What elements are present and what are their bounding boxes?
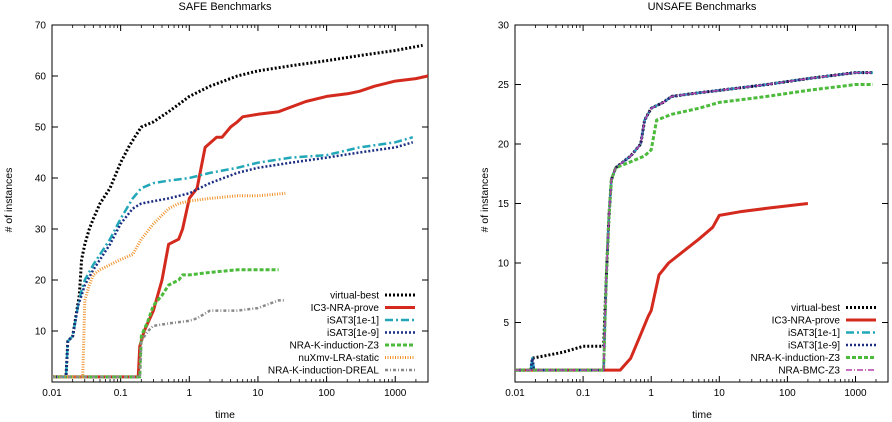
legend-label: virtual-best — [791, 303, 840, 314]
y-tick-label: 20 — [498, 140, 510, 151]
series-line-nuxmv-lra-static — [52, 191, 286, 379]
y-tick-label: 5 — [503, 318, 509, 329]
y-tick-label: 10 — [498, 259, 510, 270]
legend-label: NRA-K-induction-Z3 — [751, 353, 841, 364]
legend-label: nuXmv-LRA-static — [298, 353, 379, 364]
safe-benchmarks-chart: SAFE Benchmarks # of instances time 0.01… — [3, 1, 429, 421]
x-tick-label: 0.01 — [42, 388, 62, 399]
x-tick-label: 0.1 — [114, 388, 128, 399]
legend-label: NRA-K-induction-Z3 — [290, 341, 380, 352]
x-axis-label: time — [692, 409, 712, 421]
series-lines — [52, 43, 428, 379]
x-tick-label: 10 — [252, 388, 264, 399]
legend-label: iSAT3[1e-1] — [788, 328, 840, 339]
y-axis: 5 10 15 20 25 30 — [498, 21, 888, 329]
x-axis: 0.01 0.1 1 10 100 1000 — [42, 25, 429, 399]
y-axis-label: # of instances — [479, 168, 491, 233]
series-line-isat3-1e-1- — [515, 71, 873, 372]
legend-label: IC3-NRA-prove — [311, 303, 380, 314]
legend-label: IC3-NRA-prove — [772, 316, 841, 327]
x-tick-label: 100 — [318, 388, 335, 399]
y-axis: 10 20 30 40 50 60 70 — [35, 21, 428, 338]
series-line-nra-k-induction-dreal — [52, 299, 286, 379]
legend-label: iSAT3[1e-1] — [327, 316, 379, 327]
x-tick-label: 100 — [779, 388, 796, 399]
legend-label: NRA-K-induction-DREAL — [268, 366, 380, 377]
series-line-nra-bmc-z3 — [515, 71, 873, 371]
series-line-ic3-nra-prove — [52, 74, 428, 379]
legend-label: NRA-BMC-Z3 — [778, 366, 840, 377]
x-axis: 0.01 0.1 1 10 100 1000 — [505, 25, 889, 399]
y-tick-label: 50 — [35, 123, 47, 134]
y-tick-label: 10 — [35, 327, 47, 338]
chart-title: SAFE Benchmarks — [179, 1, 272, 13]
y-tick-label: 30 — [35, 225, 47, 236]
y-tick-label: 70 — [35, 21, 47, 32]
series-line-virtual-best — [515, 71, 873, 372]
y-tick-label: 60 — [35, 72, 47, 83]
y-tick-label: 40 — [35, 174, 47, 185]
series-line-isat3-1e-9- — [515, 71, 873, 372]
x-tick-label: 10 — [714, 388, 726, 399]
series-line-ic3-nra-prove — [515, 202, 809, 372]
legend-label: virtual-best — [330, 291, 379, 302]
y-axis-label: # of instances — [3, 168, 15, 233]
series-line-virtual-best — [52, 43, 423, 379]
legend-label: iSAT3[1e-9] — [327, 328, 379, 339]
x-axis-label: time — [215, 409, 235, 421]
x-tick-label: 1000 — [384, 388, 407, 399]
y-tick-label: 20 — [35, 276, 47, 287]
series-line-isat3-1e-9- — [52, 141, 414, 379]
x-tick-label: 1 — [648, 388, 654, 399]
plot-frame — [51, 24, 429, 383]
chart-title: UNSAFE Benchmarks — [648, 1, 757, 13]
x-tick-label: 0.01 — [505, 388, 525, 399]
series-line-isat3-1e-1- — [52, 135, 414, 379]
unsafe-benchmarks-chart: UNSAFE Benchmarks # of instances time 0.… — [479, 1, 889, 421]
y-tick-label: 30 — [498, 21, 510, 32]
x-tick-label: 1 — [187, 388, 193, 399]
x-tick-label: 1000 — [844, 388, 867, 399]
y-tick-label: 15 — [498, 199, 510, 210]
y-tick-label: 25 — [498, 80, 510, 91]
series-lines — [515, 71, 873, 372]
x-tick-label: 0.1 — [576, 388, 590, 399]
legend-label: iSAT3[1e-9] — [788, 341, 840, 352]
series-line-nra-k-induction-z3 — [52, 268, 279, 379]
